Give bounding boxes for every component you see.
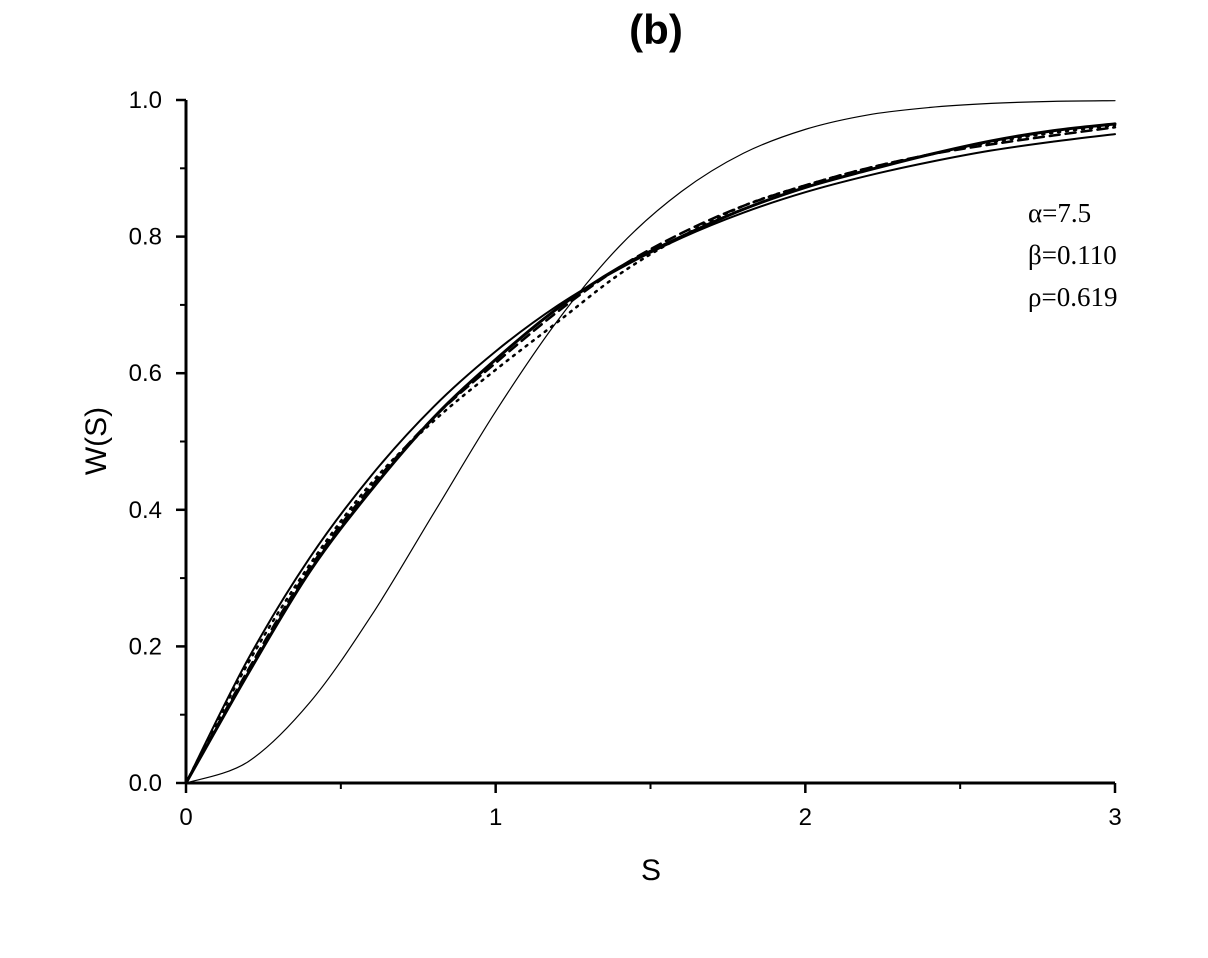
annotation-box: α=7.5 β=0.110 ρ=0.619	[1028, 198, 1117, 312]
series-line-solid	[185, 133, 1116, 784]
chart-title: (b)	[629, 6, 683, 53]
y-tick-label: 1.0	[129, 87, 162, 114]
series-group	[184, 100, 1117, 785]
series-line-thick-solid	[184, 122, 1117, 785]
y-tick-label: 0.8	[129, 224, 162, 251]
y-tick-label: 0.0	[129, 770, 162, 797]
x-tick-label: 0	[179, 804, 192, 831]
y-axis-tick-labels: 0.0 0.2 0.4 0.6 0.8 1.0	[129, 87, 162, 797]
series-line-thin-solid	[185, 100, 1116, 784]
y-tick-label: 0.4	[129, 497, 162, 524]
x-tick-label: 2	[799, 804, 812, 831]
series-line-dotted	[184, 124, 1117, 785]
y-tick-label: 0.2	[129, 633, 162, 660]
x-axis-ticks	[184, 783, 1117, 793]
annotation-line: β=0.110	[1028, 240, 1117, 270]
x-axis-label: S	[641, 854, 661, 887]
series-line-dashed	[184, 126, 1117, 785]
x-tick-label: 1	[489, 804, 502, 831]
y-tick-label: 0.6	[129, 360, 162, 387]
plot-frame	[184, 100, 1115, 785]
y-axis-ticks	[176, 98, 186, 785]
annotation-line: ρ=0.619	[1028, 282, 1117, 312]
x-tick-label: 3	[1108, 804, 1121, 831]
annotation-line: α=7.5	[1028, 198, 1091, 228]
y-axis-label: W(S)	[80, 407, 113, 475]
x-axis-tick-labels: 0 1 2 3	[179, 804, 1121, 831]
